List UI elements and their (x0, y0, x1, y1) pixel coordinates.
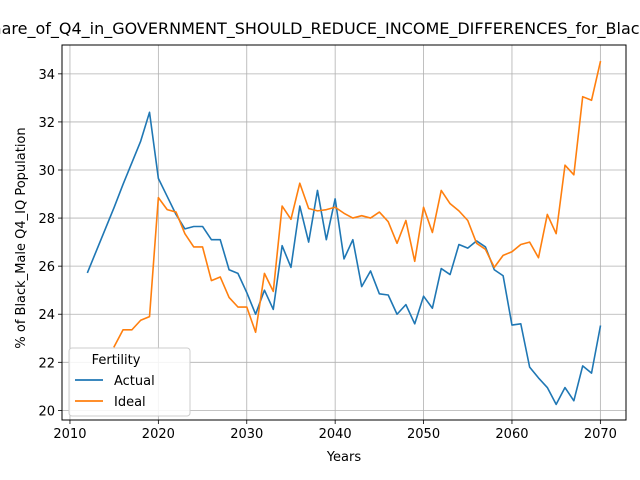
chart-title: Share_of_Q4_in_GOVERNMENT_SHOULD_REDUCE_… (0, 19, 640, 39)
plot-area-frame (61, 44, 627, 421)
y-tick-label: 28 (38, 212, 55, 227)
y-tick-label: 22 (38, 356, 55, 371)
y-axis-label: % of Black_Male Q4_IQ Population (14, 127, 29, 348)
series-line-ideal (113, 60, 602, 348)
y-tick-label: 32 (38, 116, 55, 131)
axis-ticks: 2010 2020 2030 2040 2050 2060 2070 20 22 24 26 28 30… (38, 68, 616, 442)
legend-box (68, 347, 191, 417)
x-axis-label: Years (326, 450, 362, 465)
x-tick-label: 2070 (584, 427, 617, 442)
legend: Fertility Actual Ideal (68, 347, 191, 417)
x-tick-label: 2020 (142, 427, 175, 442)
y-tick-label: 30 (38, 164, 55, 179)
legend-label-ideal: Ideal (114, 395, 146, 410)
x-tick-label: 2040 (319, 427, 352, 442)
legend-title: Fertility (92, 353, 141, 368)
y-tick-label: 26 (38, 260, 55, 275)
series-lines (86, 60, 602, 406)
y-tick-label: 20 (38, 404, 55, 419)
series-line-actual (86, 111, 602, 406)
y-tick-label: 24 (38, 308, 55, 323)
x-tick-label: 2050 (407, 427, 440, 442)
x-tick-label: 2010 (53, 427, 86, 442)
legend-label-actual: Actual (114, 374, 155, 389)
y-tick-label: 34 (38, 68, 55, 83)
x-tick-label: 2060 (495, 427, 528, 442)
x-tick-label: 2030 (230, 427, 263, 442)
